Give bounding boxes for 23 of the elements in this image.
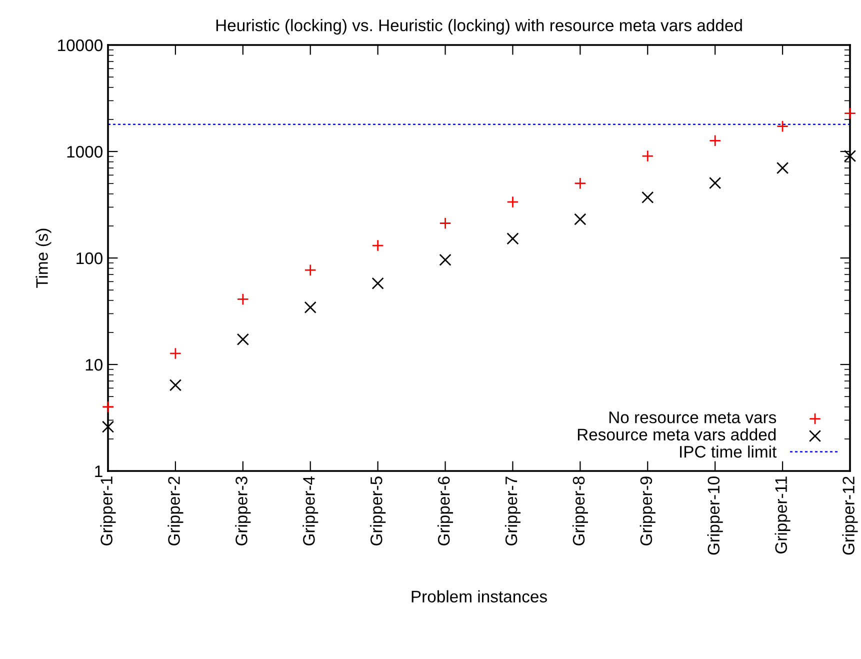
- x-tick-label: Gripper-6: [438, 476, 454, 546]
- x-tick-label: Gripper-9: [640, 476, 656, 546]
- x-tick-label: Gripper-7: [504, 476, 520, 546]
- x-tick-label: Gripper-2: [168, 476, 184, 546]
- legend-label: No resource meta vars: [609, 412, 776, 424]
- x-tick-label: Gripper-10: [707, 476, 723, 555]
- y-tick-label: 100: [76, 252, 102, 264]
- y-axis-title: Time (s): [36, 228, 52, 288]
- y-tick-label: 10: [86, 358, 102, 371]
- x-tick-label: Gripper-4: [302, 476, 318, 546]
- x-tick-label: Gripper-3: [235, 476, 251, 546]
- y-tick-label: 10000: [58, 39, 102, 52]
- x-tick-label: Gripper-5: [370, 476, 386, 546]
- chart-title: Heuristic (locking) vs. Heuristic (locking) with resource meta vars added: [216, 19, 742, 35]
- y-tick-label: 1000: [67, 146, 102, 158]
- x-tick-label: Gripper-12: [842, 476, 858, 555]
- x-tick-label: Gripper-1: [100, 476, 116, 546]
- legend-label: Resource meta vars added: [578, 428, 776, 441]
- y-tick-label: 1: [95, 466, 102, 478]
- legend-label: IPC time limit: [680, 445, 777, 458]
- x-tick-label: Gripper-11: [774, 476, 790, 554]
- x-tick-label: Gripper-8: [572, 476, 588, 546]
- x-axis-title: Problem instances: [412, 590, 547, 602]
